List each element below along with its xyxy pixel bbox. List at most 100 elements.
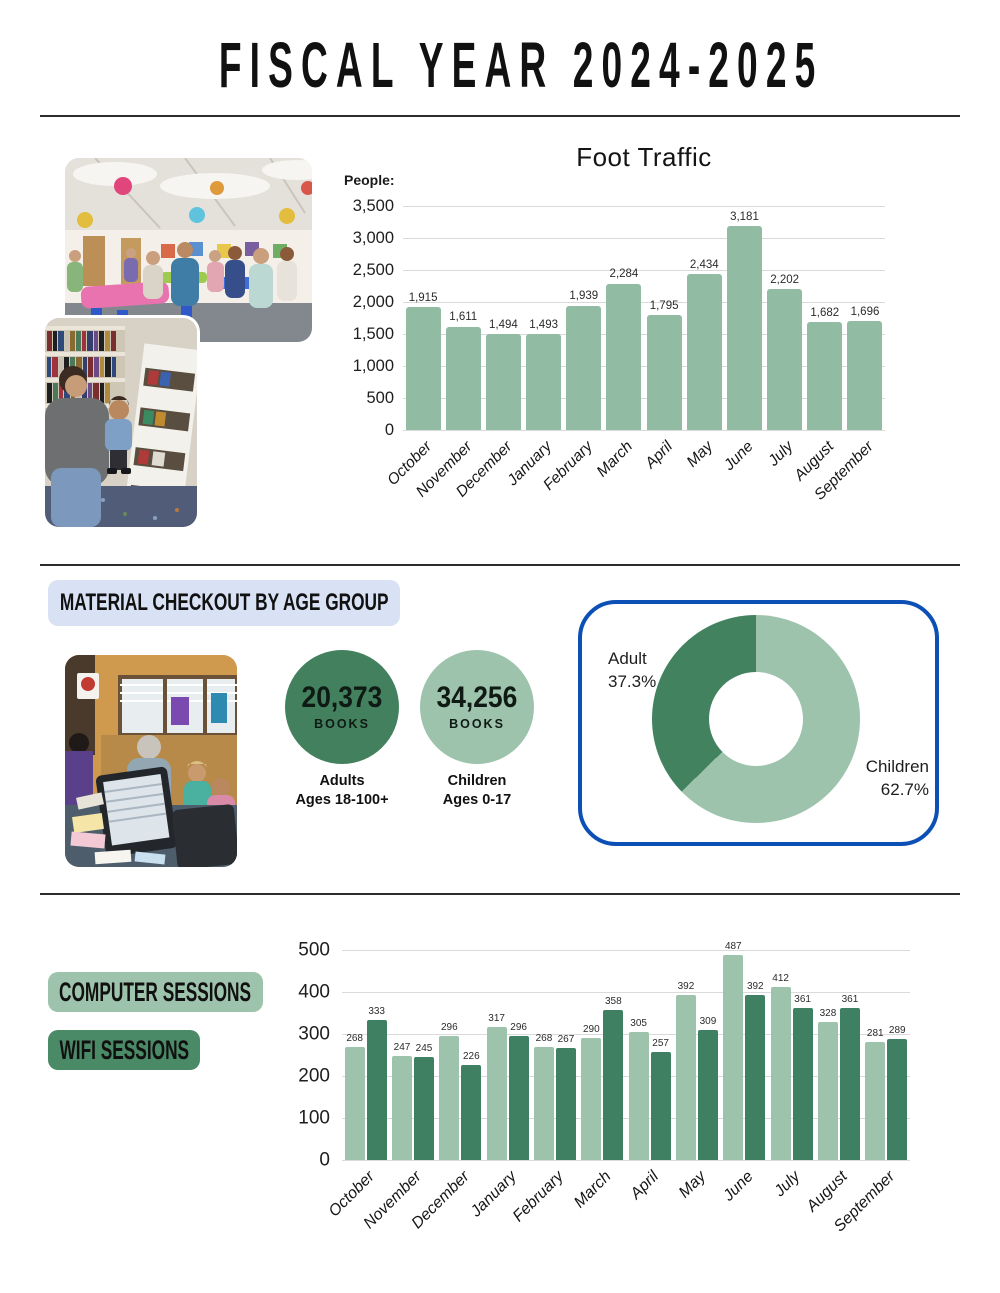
bar-wrapper: 281: [865, 1027, 886, 1160]
bar-wrapper: 1,696: [847, 306, 883, 430]
bar: [817, 1022, 838, 1160]
bar-group: 305 257: [626, 1018, 673, 1160]
bar-columns: 1,915 1,611 1,494 1,493 1,939 2,284 1,795 2,434…: [403, 206, 885, 430]
bar-group: 1,611: [443, 312, 483, 430]
gridline: [403, 430, 885, 431]
gridline: [403, 366, 885, 367]
y-axis-tick-label: 1,000: [352, 356, 394, 375]
photo-library-event: [65, 158, 312, 342]
x-axis-month-label: May: [675, 1168, 709, 1202]
y-axis-labels: 0 100 200 300 400 500: [280, 941, 330, 1170]
bar-wrapper: 487: [723, 942, 744, 1160]
x-axis-tick: March: [593, 432, 644, 537]
bar-group: 1,696: [845, 306, 885, 430]
bar-wrapper: 305: [628, 1018, 649, 1160]
bar: [566, 305, 602, 430]
bar-wrapper: 268: [344, 1033, 365, 1160]
bar-group: 247 245: [389, 1043, 436, 1160]
bar-value-label: 2,202: [770, 273, 800, 286]
bar-value-label: 1,915: [408, 291, 438, 304]
x-axis-tick: April: [626, 1162, 673, 1267]
y-axis-tick-label: 3,000: [352, 228, 394, 247]
bar-group: 392 309: [673, 982, 720, 1160]
bar-wrapper: 328: [817, 1009, 838, 1160]
bar-group: 1,939: [564, 291, 604, 430]
bar-value-label: 267: [557, 1033, 575, 1045]
bar-wrapper: 247: [391, 1043, 412, 1160]
y-axis-tick-label: 200: [298, 1065, 330, 1087]
x-axis-tick: May: [684, 432, 724, 537]
checkout-section-heading: MATERIAL CHECKOUT BY AGE GROUP: [48, 580, 400, 626]
bar-wrapper: 317: [486, 1012, 507, 1160]
gridline: [342, 1076, 910, 1077]
gridline: [342, 1160, 910, 1161]
bar: [485, 334, 521, 430]
bar: [865, 1041, 886, 1160]
divider-line: [40, 564, 960, 566]
bar: [723, 955, 744, 1160]
bar: [461, 1065, 482, 1160]
x-axis-tick: July: [765, 432, 805, 537]
bar-value-label: 281: [866, 1027, 884, 1039]
bar: [767, 289, 803, 430]
bar-wrapper: 361: [792, 995, 813, 1160]
bar-wrapper: 267: [555, 1033, 576, 1160]
bar: [366, 1020, 387, 1160]
gridline: [342, 1118, 910, 1119]
bar-value-label: 268: [346, 1033, 363, 1045]
legend-wifi-text: WIFI SESSIONS: [59, 1034, 189, 1065]
children-caption-line1: Children: [447, 773, 507, 789]
bar: [445, 326, 481, 430]
bar-group: 268 333: [342, 1007, 389, 1160]
bar: [887, 1038, 908, 1160]
bar-group: 1,795: [644, 299, 684, 430]
bar-group: 1,493: [524, 319, 564, 430]
bar-group: 3,181: [724, 211, 764, 430]
bar-group: 1,915: [403, 291, 443, 430]
bar: [686, 274, 722, 430]
bar-value-label: 1,795: [649, 299, 679, 312]
bar-group: 2,284: [604, 269, 644, 430]
y-axis-labels: 0 500 1,000 1,500 2,000 2,500 3,000 3,500: [338, 198, 394, 438]
bar-wrapper: 392: [675, 982, 696, 1160]
y-axis-tick-label: 1,500: [352, 324, 394, 343]
bar-value-label: 2,434: [689, 258, 719, 271]
chart-title: Foot Traffic: [576, 142, 712, 172]
bar-wrapper: 226: [461, 1052, 482, 1160]
bar-value-label: 2,284: [609, 268, 639, 281]
bar-value-label: 245: [415, 1043, 433, 1055]
photo-checkout-desk: [65, 655, 237, 867]
bar-wrapper: 296: [439, 1022, 460, 1160]
bar: [439, 1035, 460, 1160]
bar-value-label: 1,611: [449, 311, 478, 324]
y-axis-tick-label: 300: [298, 1023, 330, 1045]
adult-books-stat-circle: 20,373 BOOKS: [285, 650, 399, 764]
children-books-stat-circle: 34,256 BOOKS: [420, 650, 534, 764]
bar-value-label: 289: [888, 1024, 906, 1036]
bar-value-label: 1,682: [810, 306, 840, 319]
bar-group: 328 361: [815, 995, 862, 1160]
bar-value-label: 317: [488, 1012, 505, 1024]
bar: [839, 1008, 860, 1160]
bar-wrapper: 1,795: [646, 299, 682, 430]
bar: [603, 1009, 624, 1160]
y-axis-tick-label: 0: [384, 420, 394, 439]
bar: [792, 1008, 813, 1160]
x-axis-tick: June: [721, 432, 764, 537]
adult-books-unit: BOOKS: [314, 717, 370, 731]
checkout-heading-text: MATERIAL CHECKOUT BY AGE GROUP: [59, 589, 389, 616]
bar: [344, 1047, 365, 1160]
bar: [555, 1047, 576, 1160]
bar-wrapper: 1,939: [566, 291, 602, 430]
divider-line: [40, 115, 960, 117]
photo-bookshelf-art: [45, 318, 197, 527]
page-title: FISCAL YEAR 2024-2025: [218, 29, 824, 101]
y-axis-tick-label: 2,500: [352, 260, 394, 279]
bar-wrapper: 1,494: [485, 319, 521, 430]
foot-traffic-bar-chart: Foot Traffic People: 0 500 1,000 1,500 2,000…: [338, 140, 938, 550]
bar-value-label: 333: [368, 1006, 385, 1018]
bar-wrapper: 245: [413, 1043, 434, 1160]
bar-group: 296 226: [437, 1022, 484, 1160]
x-axis-tick: June: [720, 1162, 768, 1267]
